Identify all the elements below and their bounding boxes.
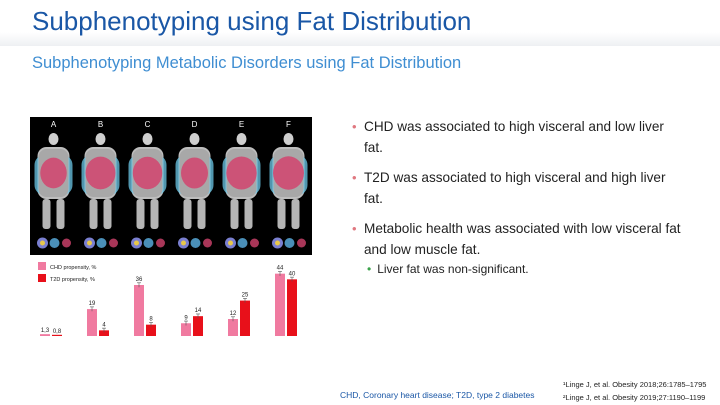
bar-chd-D (181, 323, 191, 336)
bullet-list: • CHD was associated to high visceral and… (352, 116, 682, 269)
bullet-dot-icon: • (352, 221, 357, 236)
mri-panel-label: F (286, 120, 291, 129)
bar-value-label: 36 (136, 277, 143, 283)
mri-panel: C (128, 120, 167, 249)
bar-chd-C (134, 285, 144, 336)
mri-panel-label: B (98, 120, 103, 129)
mri-panel-label: A (51, 120, 57, 129)
mri-panel: E (222, 120, 261, 249)
sub-bullet: • Liver fat was non-significant. (367, 262, 529, 276)
bar-value-label: 14 (195, 308, 202, 314)
mri-fat-distribution-figure: A B C D E F (30, 117, 312, 255)
mri-panel: A (34, 120, 73, 249)
legend-label-chd: CHD propensity, % (50, 265, 96, 271)
bar-t2d-B (99, 330, 109, 336)
mri-panel-label: C (145, 120, 151, 129)
bar-t2d-C (146, 324, 156, 336)
bar-value-label: 19 (89, 301, 96, 307)
bar-chd-E (228, 319, 238, 336)
bar-chd-A (40, 334, 50, 336)
bar-value-label: 1,3 (41, 328, 50, 334)
bullet-dot-icon: • (352, 170, 357, 185)
bullet-dot-icon: • (352, 119, 357, 134)
bar-chd-F (275, 273, 285, 336)
bar-t2d-E (240, 300, 250, 336)
bar-value-label: 9 (184, 315, 188, 321)
bar-value-label: 25 (242, 293, 249, 299)
bar-value-label: 8 (149, 317, 153, 323)
mri-panel-label: D (192, 120, 198, 129)
reference-item: ¹Linge J, et al. Obesity 2018;26:1785–17… (563, 380, 707, 389)
mri-panel-label: E (239, 120, 244, 129)
bar-value-label: 12 (230, 311, 237, 317)
legend-swatch-chd (38, 262, 46, 270)
slide-title: Subphenotyping using Fat Distribution (32, 6, 472, 36)
legend-swatch-t2d (38, 274, 46, 282)
legend-label-t2d: T2D propensity, % (50, 277, 95, 283)
bar-value-label: 44 (277, 266, 284, 272)
reference-item: ²Linge J, et al. Obesity 2019;27:1190–11… (563, 393, 706, 402)
bar-value-label: 4 (102, 322, 106, 328)
references: ¹Linge J, et al. Obesity 2018;26:1785–17… (563, 378, 706, 404)
bar-t2d-F (287, 279, 297, 336)
mri-panel: B (81, 120, 120, 249)
bullet-item: • T2D was associated to high visceral and… (352, 167, 682, 209)
bar-value-label: 40 (289, 271, 296, 277)
bullet-item: • CHD was associated to high visceral and… (352, 116, 682, 158)
sub-bullet-dot-icon: • (367, 262, 372, 276)
title-band (0, 0, 720, 46)
chart-legend: CHD propensity, % T2D propensity, % (38, 262, 96, 283)
abbreviation-footnote: CHD, Coronary heart disease; T2D, type 2… (340, 390, 535, 400)
bar-chd-B (87, 309, 97, 336)
bar-value-label: 0,8 (53, 329, 62, 335)
mri-panel: F (269, 120, 308, 249)
mri-panel: D (175, 120, 214, 249)
slide-subtitle: Subphenotyping Metabolic Disorders using… (32, 54, 462, 72)
propensity-bar-chart: CHD propensity, % T2D propensity, % 1,3 0… (38, 262, 297, 336)
bar-t2d-A (52, 334, 62, 336)
bullet-item: • Metabolic health was associated with lo… (352, 218, 682, 260)
bar-t2d-D (193, 316, 203, 336)
